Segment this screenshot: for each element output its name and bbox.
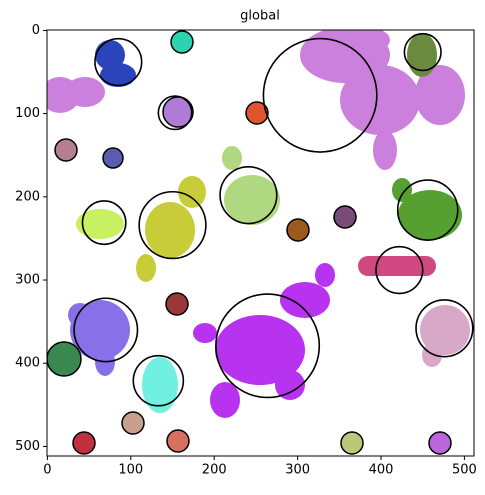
spot	[72, 431, 96, 455]
y-tick-label: 500	[15, 439, 40, 454]
detection-circle	[415, 299, 474, 358]
y-tick-label: 0	[32, 23, 40, 38]
chart-title: global	[240, 9, 280, 24]
axes-frame	[46, 29, 475, 457]
blob	[392, 178, 462, 240]
detection-circle	[219, 166, 278, 225]
detection-circle	[375, 245, 424, 295]
blob	[142, 357, 178, 413]
x-tick-label: 100	[118, 463, 143, 478]
spot	[286, 218, 310, 242]
x-tick-label: 400	[369, 463, 394, 478]
spot	[165, 292, 189, 316]
detection-circle	[132, 354, 185, 407]
y-tick-label: 400	[15, 356, 40, 371]
spot	[166, 429, 190, 453]
blob	[95, 40, 136, 87]
spot	[428, 431, 452, 455]
blob	[358, 256, 436, 276]
detection-circle	[73, 297, 139, 363]
spot	[333, 205, 357, 229]
spot	[54, 138, 78, 162]
detection-circle	[81, 200, 127, 246]
y-tick-label: 100	[15, 106, 40, 121]
spot	[47, 341, 82, 377]
blob	[193, 263, 335, 418]
detection-circle	[157, 95, 193, 131]
detection-circle	[138, 190, 207, 260]
blob	[136, 176, 206, 282]
blob	[68, 300, 130, 376]
blob	[47, 30, 465, 170]
spot	[170, 30, 194, 54]
y-tick-label: 200	[15, 189, 40, 204]
y-tick-label: 300	[15, 273, 40, 288]
detection-circle	[94, 37, 143, 87]
x-tick-label: 300	[285, 463, 310, 478]
detection-circle	[215, 293, 321, 399]
spot	[340, 431, 364, 455]
detection-circle	[396, 179, 459, 241]
spot	[102, 147, 124, 169]
detection-circle	[403, 32, 442, 72]
blob	[420, 305, 470, 367]
detection-circle	[262, 37, 378, 153]
blob	[222, 146, 280, 225]
x-tick-label: 200	[202, 463, 227, 478]
x-tick-label: 500	[452, 463, 477, 478]
blob	[76, 209, 124, 239]
blob	[407, 33, 437, 77]
spot	[245, 101, 269, 125]
image	[46, 29, 475, 457]
spot	[121, 411, 145, 435]
x-tick-label: 0	[43, 463, 51, 478]
